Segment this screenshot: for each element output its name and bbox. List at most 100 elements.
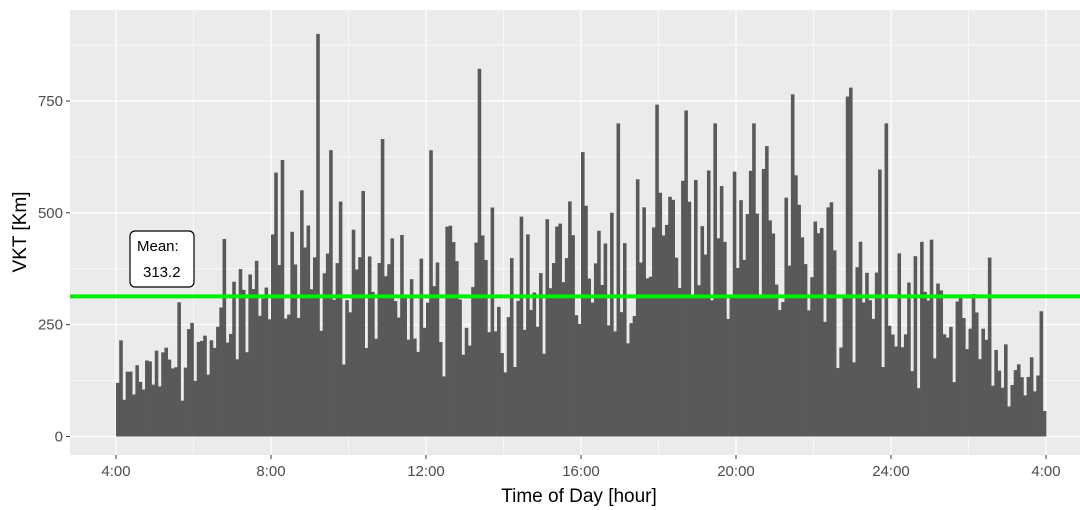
y-tick-label: 750: [38, 93, 63, 110]
bar: [480, 235, 485, 437]
bar: [910, 371, 914, 437]
bar: [154, 350, 159, 437]
bar: [490, 207, 495, 437]
bar: [755, 213, 759, 437]
bar: [726, 318, 730, 437]
bar: [987, 257, 992, 437]
bar: [435, 262, 440, 437]
bar: [981, 328, 985, 437]
bar: [748, 170, 753, 437]
bar: [900, 347, 905, 437]
bar: [590, 302, 595, 437]
bar: [849, 87, 853, 437]
bar: [577, 324, 582, 437]
bar: [532, 292, 537, 437]
bar: [629, 323, 634, 437]
bar: [274, 172, 278, 437]
bar: [209, 340, 214, 437]
bar: [1004, 344, 1008, 437]
bar: [674, 257, 679, 437]
bar: [858, 241, 863, 437]
bar: [293, 264, 298, 437]
bar: [377, 263, 382, 437]
bar: [316, 33, 320, 437]
bar: [706, 170, 711, 437]
bar: [222, 238, 227, 437]
bar: [1000, 387, 1005, 437]
bar: [884, 123, 889, 437]
bar: [193, 380, 198, 437]
bar: [422, 327, 427, 437]
bar: [345, 300, 349, 437]
bar: [881, 367, 885, 437]
bar: [936, 283, 940, 437]
bar: [445, 226, 449, 437]
bar: [984, 339, 989, 437]
bar: [329, 150, 333, 437]
bar: [300, 190, 304, 437]
bar: [1010, 385, 1015, 437]
bar: [206, 374, 210, 437]
bar: [887, 325, 892, 437]
bar: [655, 104, 659, 437]
bar: [745, 214, 750, 437]
bar: [622, 243, 627, 437]
bar: [926, 300, 931, 437]
bar: [128, 371, 133, 437]
bar: [461, 354, 466, 437]
bar: [248, 274, 252, 437]
bar: [697, 285, 701, 437]
bar: [739, 200, 743, 437]
bar: [1026, 376, 1031, 437]
bar: [493, 331, 498, 437]
bar: [861, 302, 866, 437]
bar: [774, 284, 779, 437]
bar: [619, 312, 624, 437]
bar: [723, 241, 727, 437]
bar: [380, 139, 385, 437]
bar: [1016, 364, 1021, 437]
bar: [477, 68, 482, 437]
bar: [945, 337, 950, 437]
bar: [506, 317, 511, 437]
bar: [354, 269, 359, 437]
x-tick-label: 12:00: [407, 463, 445, 480]
bar: [458, 299, 462, 437]
bar: [474, 242, 479, 437]
bar: [752, 123, 756, 437]
bar: [829, 202, 834, 437]
bar: [1033, 391, 1037, 437]
bar: [913, 256, 918, 437]
bars: [116, 33, 1047, 437]
bar: [212, 347, 217, 437]
bar: [571, 235, 575, 437]
bar: [116, 382, 120, 437]
bar: [593, 263, 598, 437]
bar: [716, 238, 721, 437]
bar: [451, 242, 456, 437]
bar: [387, 264, 391, 437]
bar: [978, 359, 982, 437]
bar: [932, 358, 937, 437]
bar: [442, 376, 446, 437]
bar: [338, 201, 343, 437]
bar: [522, 329, 527, 437]
bar: [335, 263, 340, 437]
x-tick-label: 4:00: [1031, 463, 1060, 480]
bar: [145, 360, 149, 437]
bar: [810, 277, 814, 437]
bar: [597, 230, 601, 437]
mean-label-box: [129, 230, 195, 288]
bar: [393, 301, 398, 437]
bar: [177, 302, 181, 437]
bar: [174, 367, 178, 437]
y-tick-label: 250: [38, 317, 63, 334]
bar: [555, 226, 559, 437]
bar: [603, 243, 608, 437]
bar: [535, 326, 540, 437]
bar: [874, 272, 879, 437]
bar: [958, 297, 963, 437]
bar: [170, 368, 175, 437]
bar: [516, 300, 520, 437]
